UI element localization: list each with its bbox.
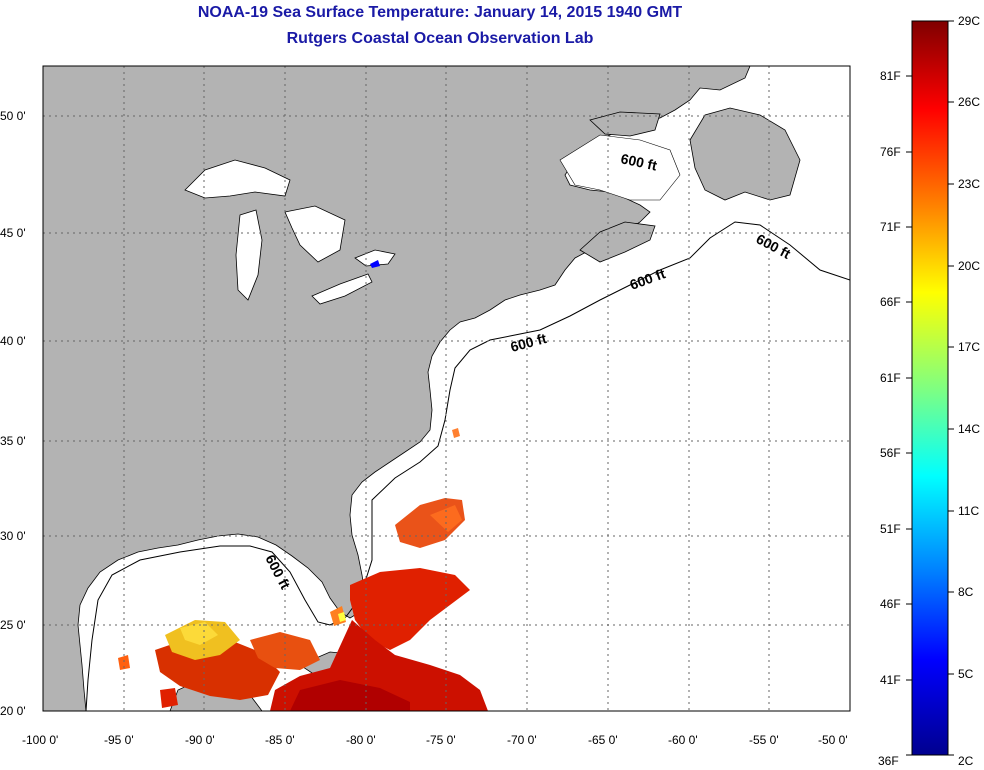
lat-tick-label: 25 0' bbox=[0, 618, 26, 632]
lon-tick-label: -55 0' bbox=[749, 733, 779, 747]
lake-ontario bbox=[354, 249, 396, 267]
sst-data bbox=[118, 260, 488, 711]
colorbar-ticks bbox=[906, 20, 954, 756]
lat-tick-label: 40 0' bbox=[0, 334, 26, 348]
colorbar-c-label: 20C bbox=[958, 259, 980, 273]
lat-tick-label: 30 0' bbox=[0, 529, 26, 543]
depth-contour-600ft bbox=[85, 221, 850, 711]
contour-label: 600 ft bbox=[619, 150, 658, 173]
lon-tick-label: -80 0' bbox=[346, 733, 376, 747]
lon-tick-label: -85 0' bbox=[265, 733, 295, 747]
lake-superior bbox=[184, 159, 291, 199]
lon-tick-label: -65 0' bbox=[588, 733, 618, 747]
lon-tick-label: -95 0' bbox=[104, 733, 134, 747]
colorbar-c-label: 11C bbox=[958, 504, 979, 518]
colorbar-c-label: 29C bbox=[958, 14, 980, 28]
colorbar-f-label: 51F bbox=[880, 522, 901, 536]
colorbar-c-label: 2C bbox=[958, 754, 974, 768]
lat-tick-label: 20 0' bbox=[0, 704, 26, 718]
lake-erie bbox=[311, 273, 373, 305]
colorbar-f-label: 46F bbox=[880, 597, 901, 611]
colorbar-c-label: 8C bbox=[958, 585, 974, 599]
colorbar-f-label: 61F bbox=[880, 371, 901, 385]
lake-huron bbox=[284, 205, 346, 263]
lat-tick-label: 35 0' bbox=[0, 434, 26, 448]
colorbar-f-label: 76F bbox=[880, 145, 901, 159]
map-frame bbox=[42, 65, 851, 712]
map-subtitle: Rutgers Coastal Ocean Observation Lab bbox=[286, 30, 594, 47]
land-newfoundland bbox=[689, 107, 801, 201]
land-labrador-inlet bbox=[589, 111, 661, 137]
colorbar-c-label: 17C bbox=[958, 340, 980, 354]
colorbar-c-label: 5C bbox=[958, 667, 974, 681]
colorbar-f-label: 81F bbox=[880, 69, 901, 83]
lon-tick-label: -70 0' bbox=[507, 733, 537, 747]
lat-tick-label: 45 0' bbox=[0, 226, 26, 240]
land-nova-scotia bbox=[579, 221, 656, 263]
colorbar-c-label: 26C bbox=[958, 95, 980, 109]
colorbar-c-label: 14C bbox=[958, 422, 980, 436]
lon-tick-label: -50 0' bbox=[818, 733, 848, 747]
gulf-st-lawrence-water bbox=[559, 134, 681, 201]
colorbar-f-label: 41F bbox=[880, 673, 901, 687]
colorbar-c-label: 23C bbox=[958, 177, 980, 191]
colorbar-f-label: 66F bbox=[880, 295, 901, 309]
colorbar bbox=[911, 20, 949, 756]
lon-tick-label: -100 0' bbox=[22, 733, 58, 747]
lon-tick-label: -60 0' bbox=[668, 733, 698, 747]
graticule bbox=[43, 66, 850, 711]
lon-tick-label: -90 0' bbox=[185, 733, 215, 747]
colorbar-f-label: 36F bbox=[878, 754, 899, 768]
colorbar-f-label: 56F bbox=[880, 446, 901, 460]
colorbar-f-label: 71F bbox=[880, 220, 901, 234]
lat-tick-label: 50 0' bbox=[0, 109, 26, 123]
map-title: NOAA-19 Sea Surface Temperature: January… bbox=[197, 4, 683, 21]
lon-tick-label: -75 0' bbox=[426, 733, 456, 747]
